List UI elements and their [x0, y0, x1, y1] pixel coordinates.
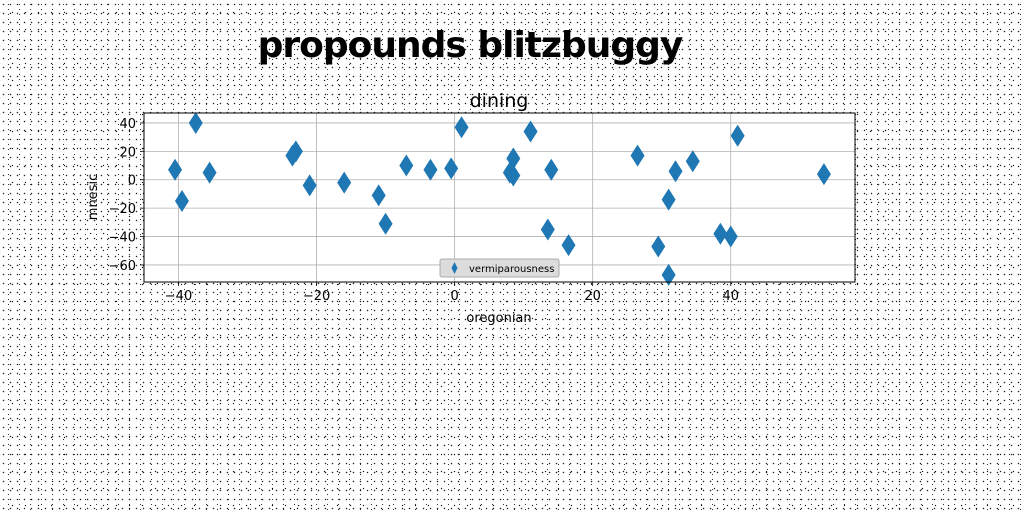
data-point: [523, 120, 538, 143]
data-point: [399, 154, 414, 177]
figure-suptitle: propounds blitzbuggy: [258, 25, 683, 66]
data-point: [168, 158, 183, 181]
data-point: [506, 164, 521, 187]
legend-label: vermiparousness: [469, 264, 554, 275]
data-points: [168, 111, 831, 286]
y-tick-label: 0: [128, 174, 136, 189]
y-tick-label: −20: [109, 202, 136, 217]
data-point: [202, 161, 217, 184]
x-tick-label: 40: [722, 289, 739, 304]
legend-marker: [451, 262, 458, 274]
data-point: [288, 140, 303, 163]
data-point: [540, 218, 555, 241]
data-point: [188, 111, 203, 134]
y-tick-label: −40: [109, 231, 136, 246]
data-point: [730, 124, 745, 147]
y-axis-label: mnesic: [86, 174, 101, 220]
data-point: [713, 222, 728, 245]
data-point: [668, 160, 683, 183]
data-point: [174, 190, 189, 213]
x-tick-label: 20: [584, 289, 601, 304]
data-point: [302, 174, 317, 197]
y-axis-ticks: −60 −40 −20 0 20 40: [109, 117, 144, 274]
x-tick-label: −40: [165, 289, 192, 304]
x-tick-label: −20: [303, 289, 330, 304]
legend-box: [439, 258, 560, 278]
y-tick-label: −60: [109, 259, 136, 274]
data-point: [544, 158, 559, 181]
x-axis-ticks: −40 −20 0 20 40: [165, 282, 739, 304]
data-point: [444, 157, 459, 180]
data-point: [723, 225, 738, 248]
data-point: [337, 171, 352, 194]
data-point: [423, 158, 438, 181]
data-point: [506, 147, 521, 170]
data-point: [561, 234, 576, 257]
x-axis-label: oregonian: [466, 311, 531, 326]
x-tick-label: 0: [450, 289, 458, 304]
chart-title: dining: [470, 90, 529, 112]
data-point: [661, 263, 676, 286]
plot-area: [144, 113, 855, 282]
data-point: [651, 235, 666, 258]
y-tick-label: 20: [119, 145, 136, 160]
data-point: [661, 188, 676, 211]
data-point: [685, 150, 700, 173]
data-point: [454, 116, 469, 139]
y-tick-label: 40: [119, 117, 136, 132]
data-point: [371, 184, 386, 207]
axes-frame: [143, 112, 856, 283]
data-point: [378, 212, 393, 235]
data-point: [630, 144, 645, 167]
data-point: [816, 163, 831, 186]
legend: vermiparousness: [439, 258, 560, 278]
